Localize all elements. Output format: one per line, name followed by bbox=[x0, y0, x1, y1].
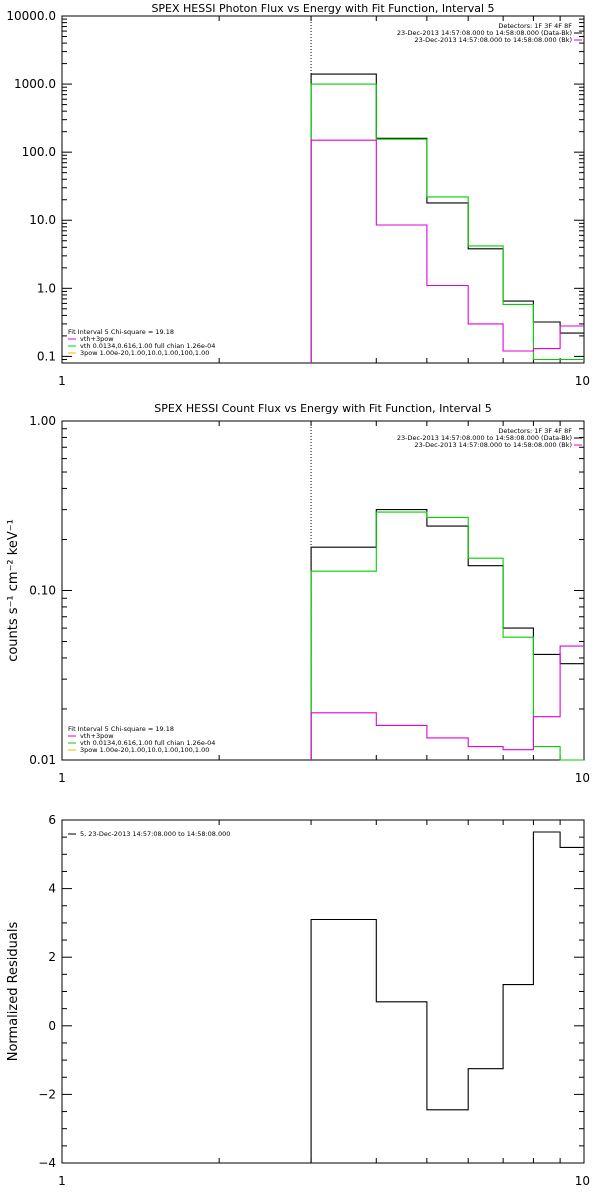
series-2-step-line bbox=[310, 83, 584, 363]
y-axis-label: Normalized Residuals bbox=[6, 922, 21, 1062]
legend-left-entry: vth 0.0134,0.616,1.00 full chian 1.26e-0… bbox=[80, 739, 215, 747]
y-tick-label: 0.10 bbox=[29, 584, 56, 598]
y-tick-label: 1.0 bbox=[37, 281, 56, 295]
legend-right-entry: 23-Dec-2013 14:57:08.000 to 14:58:08.000… bbox=[415, 441, 573, 449]
y-tick-label: 0.01 bbox=[29, 753, 56, 767]
plot-frame bbox=[61, 819, 585, 1164]
plot-frame bbox=[61, 420, 585, 761]
chart-title: SPEX HESSI Count Flux vs Energy with Fit… bbox=[154, 402, 491, 415]
series-1-step-line bbox=[310, 831, 584, 1163]
x-axis: 1 10 bbox=[58, 820, 590, 1188]
series-1-step-line bbox=[310, 73, 584, 363]
chart-panel-1: SPEX HESSI Photon Flux vs Energy with Fi… bbox=[6, 2, 590, 388]
legend-left-entry: vth+3pow bbox=[80, 335, 114, 343]
y-tick-label: 4 bbox=[48, 882, 56, 896]
chart-title: SPEX HESSI Photon Flux vs Energy with Fi… bbox=[151, 2, 494, 15]
y-tick-label: −2 bbox=[38, 1087, 56, 1101]
legend-left-entry: 3pow 1.00e-20,1.00,10.0,1.00,100,1.00 bbox=[80, 746, 209, 754]
y-tick-label: 1000.0 bbox=[14, 77, 56, 91]
legend-left-entry: Fit Interval 5 Chi-square = 19.18 bbox=[68, 328, 174, 336]
y-axis: 0.01 0.10 1.00 bbox=[29, 414, 584, 767]
y-tick-label: 6 bbox=[48, 813, 56, 827]
x-axis: 1 10 bbox=[58, 421, 590, 785]
x-tick-label: 10 bbox=[575, 374, 590, 388]
x-tick-label: 10 bbox=[575, 771, 590, 785]
x-tick-label: 1 bbox=[58, 1174, 66, 1188]
y-tick-label: 1.00 bbox=[29, 414, 56, 428]
legend-left-entry: vth 0.0134,0.616,1.00 full chian 1.26e-0… bbox=[80, 342, 215, 350]
legend-left-entry: 3pow 1.00e-20,1.00,10.0,1.00,100,1.00 bbox=[80, 349, 209, 357]
y-tick-label: 0.1 bbox=[37, 349, 56, 363]
x-tick-label: 1 bbox=[58, 374, 66, 388]
legend-right-entry: 23-Dec-2013 14:57:08.000 to 14:58:08.000… bbox=[397, 434, 572, 442]
plot-frame bbox=[61, 15, 585, 364]
y-tick-label: 2 bbox=[48, 950, 56, 964]
legend-left-entry: 5, 23-Dec-2013 14:57:08.000 to 14:58:08.… bbox=[80, 830, 230, 838]
series-3-step-line bbox=[310, 645, 584, 760]
y-axis-label: counts s⁻¹ cm⁻² keV⁻¹ bbox=[6, 519, 21, 662]
x-tick-label: 10 bbox=[575, 1174, 590, 1188]
series-3-step-line bbox=[310, 139, 584, 363]
y-tick-label: 0 bbox=[48, 1019, 56, 1033]
chart-panel-3: 1 10 −4 −2 0 2 4 6 Normalized Residuals 5, 23-Dec… bbox=[6, 813, 590, 1188]
legend-right-entry: 23-Dec-2013 14:57:08.000 to 14:58:08.000… bbox=[397, 29, 572, 37]
legend-left-entry: Fit Interval 5 Chi-square = 19.18 bbox=[68, 725, 174, 733]
legend-left-entry: vth+3pow bbox=[80, 732, 114, 740]
y-tick-label: 10000.0 bbox=[6, 9, 56, 23]
y-tick-label: 100.0 bbox=[22, 145, 56, 159]
legend-right-entry: Detectors: 1F 3F 4F 8F bbox=[498, 427, 572, 435]
y-axis: 0.1 1.0 10.0 100.0 1000.0 10000.0 bbox=[6, 9, 584, 364]
y-axis: −4 −2 0 2 4 6 bbox=[38, 813, 584, 1170]
legend-right-entry: Detectors: 1F 3F 4F 8F bbox=[498, 22, 572, 30]
x-tick-label: 1 bbox=[58, 771, 66, 785]
series-2-step-line bbox=[310, 511, 584, 761]
chart-panel-2: SPEX HESSI Count Flux vs Energy with Fit… bbox=[6, 402, 590, 785]
y-tick-label: −4 bbox=[38, 1156, 56, 1170]
series-1-step-line bbox=[310, 509, 584, 760]
y-tick-label: 10.0 bbox=[29, 213, 56, 227]
legend-right-entry: 23-Dec-2013 14:57:08.000 to 14:58:08.000… bbox=[415, 36, 573, 44]
